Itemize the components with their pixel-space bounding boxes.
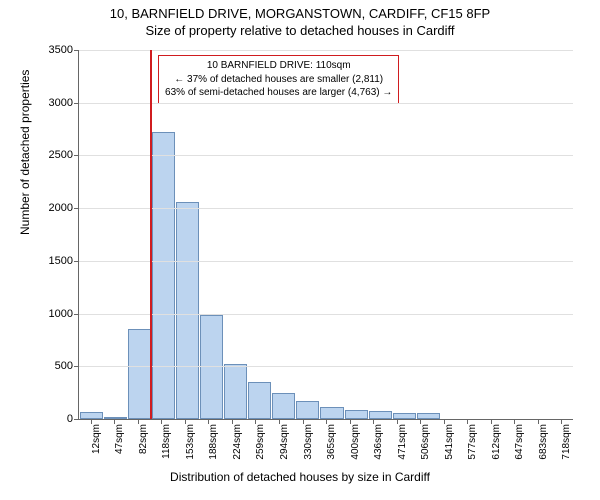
x-label-slot: 718sqm <box>550 419 574 469</box>
histogram-bar <box>80 412 103 419</box>
x-tick-label: 259sqm <box>255 424 266 460</box>
x-label-slot: 224sqm <box>220 419 244 469</box>
histogram-bar <box>128 329 151 419</box>
y-tick-label: 0 <box>67 413 73 425</box>
y-tick-label: 1500 <box>49 255 73 267</box>
grid-line <box>79 155 573 156</box>
x-tick-label: 471sqm <box>397 424 408 460</box>
this-property-marker <box>150 50 152 419</box>
y-tick-label: 2000 <box>49 202 73 214</box>
x-label-slot: 400sqm <box>338 419 362 469</box>
x-tick-label: 612sqm <box>491 424 502 460</box>
x-label-slot: 188sqm <box>197 419 221 469</box>
histogram-bar <box>224 364 247 419</box>
x-tick-label: 683sqm <box>538 424 549 460</box>
grid-line <box>79 366 573 367</box>
grid-line <box>79 261 573 262</box>
histogram-bar <box>272 393 295 419</box>
page-title-address: 10, BARNFIELD DRIVE, MORGANSTOWN, CARDIF… <box>0 0 600 21</box>
x-tick-label: 47sqm <box>114 424 125 454</box>
grid-line <box>79 314 573 315</box>
x-tick-label: 541sqm <box>444 424 455 460</box>
x-tick-label: 506sqm <box>420 424 431 460</box>
histogram-bar <box>248 382 271 419</box>
histogram-bar <box>369 411 392 419</box>
bars-container <box>79 50 573 419</box>
x-label-slot: 330sqm <box>291 419 315 469</box>
y-axis-label: Number of detached properties <box>18 70 32 235</box>
grid-line <box>79 50 573 51</box>
x-label-slot: 365sqm <box>314 419 338 469</box>
grid-line <box>79 208 573 209</box>
y-tick-mark <box>74 103 79 104</box>
page-subtitle: Size of property relative to detached ho… <box>0 21 600 38</box>
y-tick-mark <box>74 50 79 51</box>
y-tick-label: 1000 <box>49 308 73 320</box>
x-labels-container: 12sqm 47sqm 82sqm 118sqm 153sqm 188sqm 224sqm 2… <box>79 419 573 469</box>
x-tick-label: 365sqm <box>326 424 337 460</box>
x-label-slot: 506sqm <box>408 419 432 469</box>
marker-info-box: 10 BARNFIELD DRIVE: 110sqm ← 37% of deta… <box>158 55 399 104</box>
histogram-bar <box>345 410 368 419</box>
histogram-bar <box>320 407 343 419</box>
info-box-line3: 63% of semi-detached houses are larger (… <box>165 86 392 100</box>
x-tick-label: 224sqm <box>232 424 243 460</box>
x-label-slot: 118sqm <box>150 419 174 469</box>
info-box-line1: 10 BARNFIELD DRIVE: 110sqm <box>165 59 392 73</box>
grid-line <box>79 103 573 104</box>
histogram-bar <box>296 401 319 419</box>
x-tick-label: 82sqm <box>138 424 149 454</box>
x-label-slot: 683sqm <box>526 419 550 469</box>
y-tick-mark <box>74 419 79 420</box>
x-label-slot: 259sqm <box>244 419 268 469</box>
y-tick-label: 500 <box>55 360 73 372</box>
x-tick-label: 12sqm <box>91 424 102 454</box>
x-tick-label: 400sqm <box>350 424 361 460</box>
y-tick-label: 3000 <box>49 97 73 109</box>
y-tick-label: 3500 <box>49 44 73 56</box>
x-tick-label: 436sqm <box>373 424 384 460</box>
x-axis-label: Distribution of detached houses by size … <box>0 470 600 484</box>
y-tick-label: 2500 <box>49 149 73 161</box>
x-tick-label: 153sqm <box>185 424 196 460</box>
x-tick-label: 718sqm <box>561 424 572 460</box>
x-tick-label: 118sqm <box>161 424 172 459</box>
x-label-slot: 47sqm <box>103 419 127 469</box>
y-tick-mark <box>74 366 79 367</box>
histogram-bar <box>152 132 175 419</box>
x-tick-label: 294sqm <box>279 424 290 460</box>
x-label-slot: 153sqm <box>173 419 197 469</box>
x-label-slot: 436sqm <box>361 419 385 469</box>
x-label-slot: 82sqm <box>126 419 150 469</box>
x-tick-label: 577sqm <box>467 424 478 460</box>
x-label-slot: 12sqm <box>79 419 103 469</box>
x-label-slot: 577sqm <box>456 419 480 469</box>
x-tick-label: 330sqm <box>303 424 314 460</box>
x-label-slot: 541sqm <box>432 419 456 469</box>
x-label-slot: 612sqm <box>479 419 503 469</box>
y-tick-mark <box>74 155 79 156</box>
y-tick-mark <box>74 208 79 209</box>
y-tick-mark <box>74 314 79 315</box>
y-tick-mark <box>74 261 79 262</box>
x-label-slot: 647sqm <box>503 419 527 469</box>
histogram-bar <box>176 202 199 419</box>
info-box-line2: ← 37% of detached houses are smaller (2,… <box>165 73 392 87</box>
x-tick-label: 188sqm <box>208 424 219 460</box>
x-label-slot: 471sqm <box>385 419 409 469</box>
chart-plot-area: 12sqm47sqm82sqm118sqm153sqm188sqm224sqm2… <box>78 50 573 420</box>
x-tick-label: 647sqm <box>514 424 525 460</box>
x-label-slot: 294sqm <box>267 419 291 469</box>
